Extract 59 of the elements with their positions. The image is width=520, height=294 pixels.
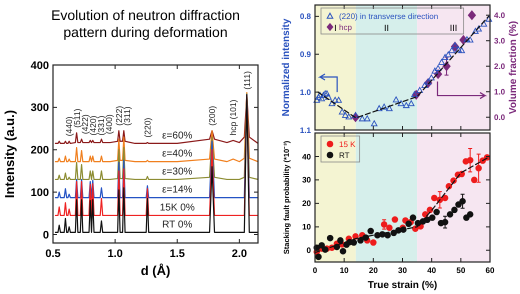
- series-label: 15K 0%: [160, 202, 195, 214]
- annotation: (220): [142, 118, 152, 138]
- annotation: (422): [80, 114, 90, 134]
- x-tick-label: 10: [340, 266, 350, 275]
- y-axis-title: Intensity (a.u.): [2, 110, 17, 198]
- y-tick-label: 400: [30, 60, 49, 72]
- annotation: (111): [242, 70, 252, 90]
- band-label: I: [334, 23, 337, 33]
- x-axis-title: d (Å): [140, 263, 170, 278]
- annotation: (400): [104, 114, 114, 134]
- x-tick-label: 0.5: [45, 248, 61, 260]
- x-tick-label: 60: [486, 266, 495, 275]
- annotation: (331): [96, 115, 106, 136]
- x-tick-label: 1.5: [170, 248, 185, 260]
- annotation: hcp (101): [228, 99, 238, 136]
- x-tick-label: 40: [427, 266, 437, 275]
- x-tick-label: 1.0: [107, 248, 123, 260]
- legend-label: (220) in transverse direction: [339, 12, 438, 21]
- y-tick-label: 30: [302, 176, 312, 185]
- annotation: (440): [64, 116, 74, 136]
- y2-tick-label: 3.0: [494, 36, 506, 46]
- y2-tick-label: 0.0: [494, 113, 506, 122]
- y-tick-label: 200: [30, 144, 49, 157]
- x-tick-label: 0: [312, 266, 318, 275]
- y-tick-label: 1.1: [300, 126, 312, 135]
- series-label: ε=60%: [162, 130, 193, 142]
- annotation: (222): [114, 106, 124, 126]
- y-tick-label: 0: [42, 229, 49, 242]
- band-label: III: [450, 23, 458, 33]
- annotation: (420): [88, 115, 98, 136]
- series-label: ε=14%: [162, 184, 193, 196]
- y-tick-label: 1.0: [300, 88, 312, 97]
- y-tick-label: 0.9: [300, 50, 312, 60]
- y2-tick-label: 2.0: [494, 62, 506, 72]
- y2-tick-label: 4.0: [494, 11, 506, 20]
- x-tick-label: 20: [368, 266, 378, 275]
- x-tick-label: 2.0: [232, 248, 248, 260]
- series-label: ε=40%: [162, 148, 193, 160]
- x-tick-label: 30: [398, 266, 408, 275]
- y-tick-label: 10: [302, 222, 312, 232]
- legend-label: 15 K: [339, 140, 356, 149]
- y-tick-label: 300: [30, 102, 49, 114]
- y-tick-label: 0.8: [300, 12, 312, 22]
- legend-label: RT: [339, 151, 350, 160]
- legend-label: hcp: [339, 23, 352, 32]
- y2-axis-title: Volume fraction (%): [508, 20, 519, 114]
- y-tick-label: 20: [302, 199, 312, 208]
- series-label: RT 0%: [162, 219, 192, 230]
- x-axis-title: True strain (%): [368, 280, 438, 291]
- y-axis-title: Normalized intensity: [281, 18, 292, 116]
- series-label: ε=30%: [162, 166, 193, 178]
- band-label: II: [384, 23, 389, 33]
- y-tick-label: 40: [302, 152, 312, 162]
- y-tick-label: 100: [30, 186, 49, 199]
- annotation: (511): [72, 108, 82, 128]
- chart-title: Evolution of neutron diffraction pattern during deformation: [51, 7, 240, 40]
- annotation: (200): [207, 106, 218, 126]
- y2-tick-label: 1.0: [494, 88, 506, 97]
- x-tick-label: 50: [456, 266, 466, 275]
